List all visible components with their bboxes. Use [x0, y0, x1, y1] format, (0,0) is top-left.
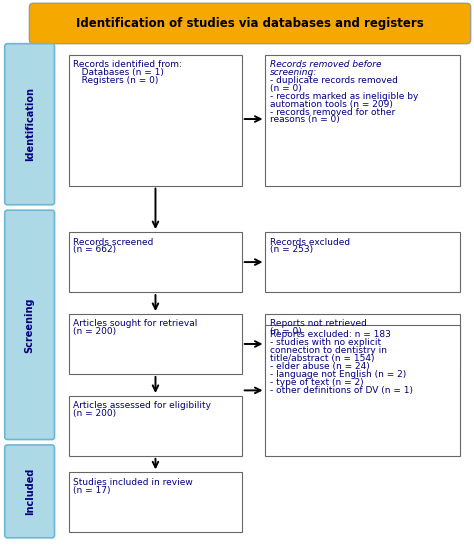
- FancyBboxPatch shape: [29, 3, 471, 44]
- Text: Records screened: Records screened: [73, 238, 154, 246]
- Text: Records excluded: Records excluded: [270, 238, 350, 246]
- Text: - language not English (n = 2): - language not English (n = 2): [270, 370, 406, 379]
- Text: - records removed for other: - records removed for other: [270, 108, 395, 116]
- Text: Screening: Screening: [25, 297, 35, 353]
- Text: - records marked as ineligible by: - records marked as ineligible by: [270, 92, 419, 100]
- Text: reasons (n = 0): reasons (n = 0): [270, 116, 340, 124]
- Text: Articles sought for retrieval: Articles sought for retrieval: [73, 319, 198, 328]
- Text: (n = 662): (n = 662): [73, 245, 117, 254]
- Text: - duplicate records removed: - duplicate records removed: [270, 76, 398, 85]
- Text: Identification of studies via databases and registers: Identification of studies via databases …: [76, 17, 424, 30]
- Text: - studies with no explicit: - studies with no explicit: [270, 338, 381, 347]
- Text: screening:: screening:: [270, 68, 318, 77]
- Text: title/abstract (n = 154): title/abstract (n = 154): [270, 354, 374, 363]
- FancyBboxPatch shape: [5, 210, 55, 440]
- Text: Articles assessed for eligibility: Articles assessed for eligibility: [73, 401, 211, 410]
- FancyBboxPatch shape: [5, 445, 55, 538]
- Text: automation tools (n = 209): automation tools (n = 209): [270, 99, 393, 109]
- Bar: [265, 55, 460, 186]
- Text: Studies included in review: Studies included in review: [73, 478, 193, 486]
- Bar: [69, 55, 242, 186]
- Bar: [265, 314, 460, 374]
- Text: (n = 253): (n = 253): [270, 245, 313, 254]
- Text: Databases (n = 1): Databases (n = 1): [73, 68, 164, 77]
- Text: (n = 17): (n = 17): [73, 486, 111, 495]
- Text: - elder abuse (n = 24): - elder abuse (n = 24): [270, 362, 370, 371]
- Bar: [69, 396, 242, 456]
- Text: - other definitions of DV (n = 1): - other definitions of DV (n = 1): [270, 385, 413, 395]
- Bar: [265, 325, 460, 456]
- Text: Reports excluded: n = 183: Reports excluded: n = 183: [270, 330, 391, 339]
- Text: (n = 200): (n = 200): [73, 328, 117, 336]
- Text: connection to dentistry in: connection to dentistry in: [270, 346, 387, 355]
- Bar: [69, 232, 242, 292]
- Text: - type of text (n = 2): - type of text (n = 2): [270, 378, 364, 387]
- Text: Records removed before: Records removed before: [270, 60, 382, 69]
- Text: Registers (n = 0): Registers (n = 0): [73, 76, 159, 85]
- FancyBboxPatch shape: [5, 44, 55, 205]
- Text: (n = 0): (n = 0): [270, 84, 302, 93]
- Text: Identification: Identification: [25, 87, 35, 161]
- Bar: [69, 314, 242, 374]
- Bar: [265, 232, 460, 292]
- Bar: [69, 472, 242, 532]
- Text: (n = 0): (n = 0): [270, 328, 302, 336]
- Text: (n = 200): (n = 200): [73, 410, 117, 418]
- Text: Included: Included: [25, 468, 35, 515]
- Text: Reports not retrieved: Reports not retrieved: [270, 319, 367, 328]
- Text: Records identified from:: Records identified from:: [73, 60, 182, 69]
